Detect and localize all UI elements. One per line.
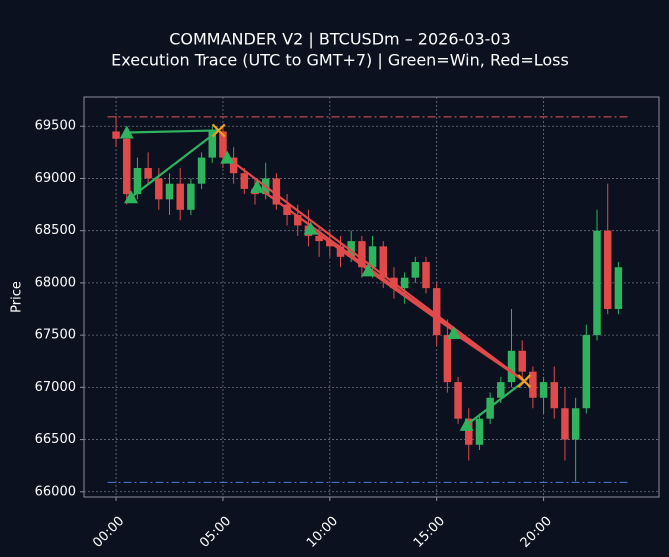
candle-body [123, 138, 131, 195]
entry-marker [119, 125, 134, 139]
candle-body [133, 168, 142, 195]
candle-body [272, 178, 281, 205]
y-tick-label: 66500 [35, 432, 76, 447]
entry-marker [124, 190, 139, 204]
candle-body [155, 178, 163, 200]
candle-body [454, 382, 462, 419]
y-tick-label: 69500 [35, 119, 76, 134]
candle-body [112, 131, 120, 139]
candle-body [571, 408, 580, 440]
candle-body [614, 267, 623, 310]
y-axis-label: Price [10, 281, 25, 313]
plot-frame [83, 96, 660, 498]
candle-body [550, 382, 559, 409]
y-tick-label: 67000 [35, 380, 76, 395]
candle-body [229, 157, 238, 174]
chart-title: COMMANDER V2 | BTCUSDm – 2026-03-03 [169, 30, 511, 49]
candle-body [432, 288, 441, 336]
chart-subtitle: Execution Trace (UTC to GMT+7) | Green=W… [111, 51, 569, 70]
trade-line [126, 129, 219, 134]
candle-body [465, 418, 473, 445]
candle-body [358, 241, 366, 268]
candle-body [219, 131, 227, 158]
exit-marker [211, 123, 226, 138]
x-tick-label: 20:00 [518, 514, 555, 551]
candle-body [197, 157, 206, 184]
trade-line [465, 380, 526, 426]
entry-marker [220, 150, 235, 164]
candle-body [411, 262, 420, 278]
candle-body [400, 277, 409, 289]
candle-body [165, 183, 174, 200]
y-tick-label: 67500 [35, 328, 76, 343]
x-tick-label: 05:00 [197, 514, 234, 551]
entry-marker [303, 221, 318, 235]
candle-body [187, 183, 195, 210]
candle-body [507, 350, 516, 383]
candle-body [529, 371, 537, 398]
candle-body [368, 246, 377, 268]
exit-marker [517, 374, 532, 388]
candle-body [144, 168, 152, 179]
candle-body [539, 382, 548, 398]
y-tick-label: 69000 [35, 171, 76, 186]
candle-body [561, 408, 569, 440]
candle-body [176, 183, 184, 210]
candle-body [582, 335, 591, 409]
trade-line [130, 129, 220, 199]
candle-body [497, 382, 505, 398]
x-tick-label: 00:00 [90, 514, 127, 551]
y-tick-label: 66000 [35, 484, 76, 499]
candle-body [475, 418, 484, 445]
candle-body [518, 350, 526, 372]
candle-body [443, 335, 452, 383]
candle-body [593, 230, 601, 336]
x-tick-label: 15:00 [411, 514, 448, 551]
candle-body [603, 230, 612, 310]
candle-body [326, 241, 334, 247]
candle-body [347, 241, 355, 257]
candle-body [336, 246, 345, 257]
candle-body [422, 262, 430, 289]
entry-marker [361, 263, 376, 277]
y-tick-label: 68000 [35, 275, 76, 290]
x-tick-label: 10:00 [304, 514, 341, 551]
candle-body [240, 173, 249, 189]
candle-body [315, 235, 323, 242]
y-tick-label: 68500 [35, 223, 76, 238]
candle-body [294, 215, 302, 226]
entry-marker [446, 326, 461, 340]
entry-marker [459, 417, 474, 431]
entry-marker [250, 179, 265, 193]
trade-line [453, 332, 525, 382]
candle-body [379, 246, 387, 278]
candle-body [208, 131, 216, 158]
